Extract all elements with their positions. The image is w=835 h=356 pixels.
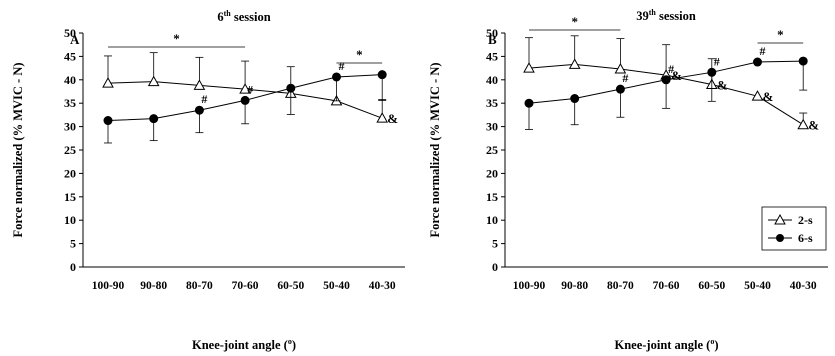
y-tick-label: 20 — [64, 166, 76, 180]
x-tick-label: 70-60 — [653, 280, 680, 292]
significance-marker: * — [777, 27, 784, 42]
annotation-ampersand: & — [717, 77, 728, 92]
y-tick-label: 30 — [64, 120, 76, 134]
data-point — [524, 98, 534, 108]
data-point — [193, 79, 206, 90]
legend: 2-s6-s — [761, 206, 827, 251]
y-tick-label: 30 — [486, 120, 498, 134]
y-tick-label: 10 — [64, 213, 76, 227]
y-tick-label: 50 — [64, 26, 76, 40]
x-tick-label: 60-50 — [698, 280, 725, 292]
x-tick-label: 70-60 — [232, 280, 259, 292]
annotation-ampersand: & — [671, 68, 682, 83]
data-point — [194, 105, 204, 115]
annotation-hash: # — [247, 82, 253, 96]
x-axis-label: Knee-joint angle (o) — [615, 337, 719, 352]
x-axis-label: Knee-joint angle (o) — [192, 337, 296, 352]
data-point — [568, 58, 581, 69]
x-tick-label: 90-80 — [561, 280, 588, 292]
annotation-hash: # — [339, 59, 345, 73]
data-point — [147, 75, 160, 87]
annotation-hash: # — [668, 62, 674, 76]
legend-marker — [776, 234, 784, 242]
data-point — [798, 56, 808, 66]
data-point — [751, 90, 764, 101]
data-point — [376, 112, 389, 123]
x-tick-label: 90-80 — [140, 280, 167, 292]
chart-title: 6th session — [217, 9, 270, 24]
series-6-s: # # # # — [524, 44, 808, 130]
legend-label: 2-s — [798, 213, 813, 227]
annotation-hash: # — [201, 92, 207, 106]
data-point — [240, 95, 250, 105]
annotation-ampersand: & — [763, 89, 774, 104]
panel-label: A — [70, 32, 80, 47]
y-tick-label: 40 — [64, 73, 76, 87]
data-point — [614, 63, 627, 74]
data-point — [615, 84, 625, 94]
series-2-s: & & & & — [523, 35, 819, 133]
y-tick-label: 40 — [486, 73, 498, 87]
y-tick-label: 20 — [486, 166, 498, 180]
y-tick-label: 45 — [486, 49, 498, 63]
y-tick-label: 15 — [486, 190, 498, 204]
x-tick-label: 80-70 — [186, 280, 213, 292]
data-point — [239, 83, 251, 94]
significance-marker: * — [356, 47, 363, 62]
y-tick-label: 35 — [64, 96, 76, 110]
data-point — [332, 72, 341, 82]
data-point — [707, 67, 717, 77]
y-tick-label: 0 — [492, 260, 498, 274]
y-tick-label: 35 — [486, 96, 498, 110]
data-point — [102, 77, 114, 88]
data-point — [523, 62, 535, 73]
x-tick-label: 100-90 — [92, 280, 125, 292]
y-tick-label: 5 — [492, 237, 498, 251]
significance-marker: * — [173, 31, 180, 46]
y-tick-label: 45 — [64, 49, 76, 63]
data-point — [103, 116, 113, 126]
x-tick-label: 100-90 — [513, 280, 546, 292]
data-point — [797, 118, 810, 130]
y-axis-label: Force normalized (% MVIC - N) — [11, 62, 25, 237]
x-tick-label: 40-30 — [790, 280, 817, 292]
annotation-ampersand: & — [808, 118, 819, 133]
annotation-ampersand: & — [387, 111, 398, 126]
annotation-hash: # — [760, 44, 766, 58]
y-tick-label: 25 — [64, 143, 76, 157]
y-tick-label: 0 — [70, 260, 76, 274]
x-tick-label: 50-40 — [323, 280, 350, 292]
chart-panel-a: 0 5 10 15 20 25 30 35 40 45 50 100-90 90-80 80-70 70-6… — [11, 9, 405, 352]
data-point — [570, 94, 580, 104]
y-axis-label: Force normalized (% MVIC - N) — [428, 62, 442, 237]
y-tick-label: 50 — [486, 26, 498, 40]
y-tick-label: 25 — [486, 143, 498, 157]
y-tick-label: 5 — [70, 237, 76, 251]
x-tick-label: 40-30 — [369, 280, 396, 292]
significance-marker: * — [571, 14, 578, 29]
annotation-hash: # — [622, 71, 628, 85]
data-point — [661, 75, 671, 85]
data-point — [286, 83, 296, 93]
panel-label: B — [488, 32, 497, 47]
chart-panel-b: 0 5 10 15 20 25 30 35 40 45 50 100-90 90-80 80-70 70-6… — [428, 8, 828, 352]
x-tick-label: 50-40 — [744, 280, 771, 292]
legend-box — [761, 206, 827, 251]
data-point — [149, 114, 159, 124]
y-tick-label: 15 — [64, 190, 76, 204]
annotation-hash: # — [714, 54, 720, 68]
x-tick-label: 60-50 — [277, 280, 304, 292]
data-point — [753, 57, 762, 67]
y-tick-label: 10 — [486, 213, 498, 227]
series-6-s: # # # — [103, 59, 387, 144]
legend-marker — [774, 213, 786, 225]
x-tick-label: 80-70 — [607, 280, 634, 292]
data-point — [377, 70, 387, 80]
chart-title: 39th session — [636, 8, 696, 23]
legend-label: 6-s — [798, 231, 813, 245]
